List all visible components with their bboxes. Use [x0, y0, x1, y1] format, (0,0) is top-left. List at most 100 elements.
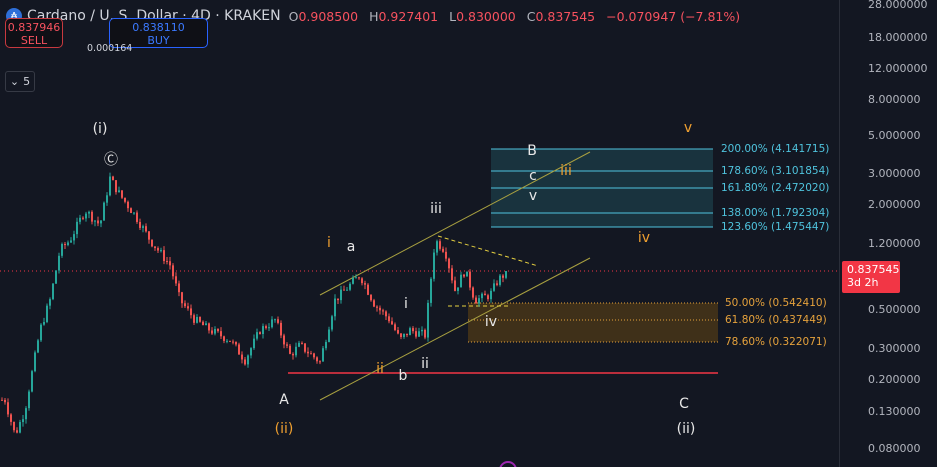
candle-body [397, 330, 399, 334]
candle-body [121, 190, 123, 198]
candle-body [436, 241, 438, 253]
candle-body [85, 213, 87, 219]
candle-body [25, 408, 27, 420]
candle-body [118, 190, 120, 193]
buy-price: 0.838110 [132, 21, 185, 34]
candle-body [475, 297, 477, 304]
candle-body [262, 326, 264, 334]
candle-body [448, 258, 450, 269]
price-tick: 0.500000 [868, 303, 921, 317]
candle-body [505, 271, 507, 278]
candle-body [148, 231, 150, 240]
candle-body [217, 328, 219, 332]
candle-body [286, 344, 288, 346]
candle-body [280, 322, 282, 336]
candle-body [13, 421, 15, 431]
candle-body [157, 248, 159, 251]
wave-label-v-w: v [528, 188, 538, 204]
price-axis[interactable]: 28.000000 18.000000 12.000000 8.000000 5.000… [839, 0, 949, 467]
candle-body [298, 342, 300, 347]
candle-body [136, 212, 138, 222]
candle-body [445, 251, 447, 259]
wave-label-i-o: i [327, 235, 331, 251]
price-tick: 18.000000 [868, 31, 928, 45]
last-price-tag: 0.837545 3d 2h [842, 261, 900, 293]
wave-label-ii-o: ii [376, 361, 384, 377]
sell-button[interactable]: 0.837946 SELL [5, 18, 63, 48]
fib-extension-label: 138.00% (1.792304) [721, 207, 830, 219]
candle-body [331, 316, 333, 330]
candle-body [427, 302, 429, 338]
wave-label-ii-w: ii [421, 356, 429, 372]
candle-body [253, 338, 255, 349]
sell-price: 0.837946 [7, 21, 61, 34]
candle-body [328, 329, 330, 342]
buy-button[interactable]: 0.838110 BUY [109, 18, 208, 48]
candle-body [385, 311, 387, 317]
candle-body [19, 422, 21, 433]
candle-body [58, 255, 60, 271]
candle-body [16, 430, 18, 433]
right-edge [937, 0, 949, 467]
indicator-dot[interactable] [499, 461, 517, 467]
candle-body [430, 278, 432, 303]
candle-body [223, 336, 225, 341]
collapse-indicators-button[interactable]: ⌄ 5 [5, 71, 35, 92]
candles [1, 172, 507, 434]
candle-body [301, 342, 303, 344]
candle-body [133, 212, 135, 214]
candle-body [181, 292, 183, 304]
indicator-count: 5 [23, 75, 31, 88]
candle-body [139, 221, 141, 228]
candle-body [127, 201, 129, 209]
candle-body [304, 343, 306, 352]
open-value: 0.908500 [298, 8, 359, 24]
change-value: −0.070947 (−7.81%) [606, 8, 741, 24]
fib-retracement-label: 50.00% (0.542410) [725, 297, 827, 309]
candle-body [424, 329, 426, 338]
price-tick: 1.200000 [868, 236, 921, 250]
candle-body [142, 226, 144, 228]
candle-body [1, 399, 3, 401]
close-value: 0.837545 [535, 8, 596, 24]
candle-body [22, 419, 24, 423]
candle-body [103, 202, 105, 221]
candle-body [112, 176, 114, 181]
candle-body [415, 331, 417, 337]
candle-body [226, 340, 228, 342]
candle-body [46, 305, 48, 323]
candle-body [208, 323, 210, 331]
candle-body [391, 321, 393, 325]
candle-body [406, 333, 408, 336]
candle-body [52, 283, 54, 300]
close-label: C [526, 8, 536, 24]
candle-body [268, 327, 270, 329]
candle-body [166, 261, 168, 263]
candle-body [364, 283, 366, 285]
candle-body [289, 345, 291, 354]
symbol-title[interactable]: Cardano / U. S. Dollar · 4D · KRAKEN [27, 8, 281, 24]
candle-body [91, 211, 93, 222]
candle-body [94, 220, 96, 222]
candle-body [487, 295, 489, 300]
candle-body [379, 307, 381, 311]
candle-body [7, 402, 9, 415]
candle-body [313, 353, 315, 358]
spread-value: 0.000164 [87, 43, 133, 54]
fib-extension-label: 123.60% (1.475447) [721, 221, 830, 233]
fib-retracement-label: 78.60% (0.322071) [725, 336, 827, 348]
candle-body [295, 346, 297, 356]
candle-body [412, 328, 414, 332]
channel-upper [319, 151, 591, 296]
wave-label-i-w: i [404, 296, 408, 312]
candle-body [400, 333, 402, 337]
wave-label-c: c [529, 168, 537, 184]
candle-body [496, 283, 498, 285]
candle-body [154, 246, 156, 249]
candle-body [403, 333, 405, 337]
candle-body [376, 306, 378, 308]
candle-body [259, 332, 261, 334]
candle-body [421, 329, 423, 332]
price-tick: 8.000000 [868, 92, 921, 106]
